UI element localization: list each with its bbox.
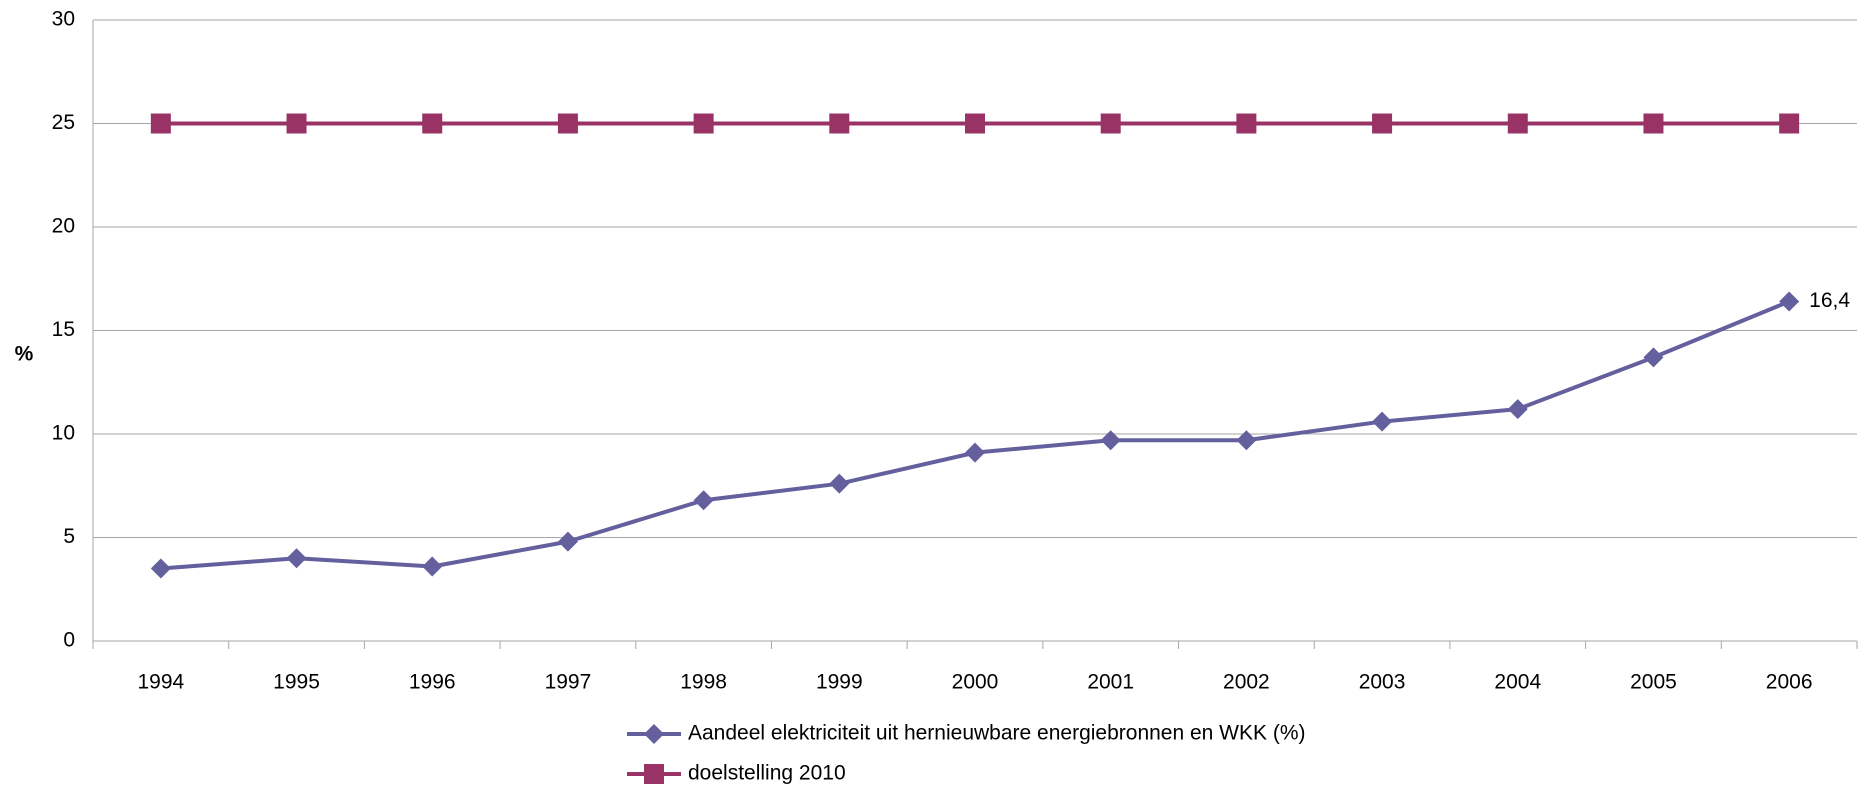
y-tick-label: 15 [52,318,75,341]
point [693,113,714,134]
x-tick-label: 1998 [680,671,727,694]
point [829,113,850,134]
y-tick-label: 5 [63,525,75,548]
point [829,473,850,494]
point [965,442,985,463]
point [1507,399,1528,420]
point [1643,113,1664,134]
y-tick-label: 0 [63,629,75,652]
point [693,490,714,511]
x-tick-label: 2002 [1223,671,1270,694]
x-tick-label: 2003 [1359,671,1406,694]
x-tick-label: 2001 [1087,671,1134,694]
point [422,556,443,577]
legend-label: Aandeel elektriciteit uit hernieuwbare e… [688,722,1306,745]
y-tick-label: 30 [52,8,75,31]
x-tick-label: 1997 [545,671,592,694]
legend-marker [644,724,664,744]
y-tick-label: 20 [52,215,75,238]
point [1372,411,1393,432]
x-tick-label: 1995 [273,671,320,694]
point [1779,291,1800,312]
point [1372,113,1393,134]
point [150,113,171,134]
data-label: 16,4 [1809,289,1850,312]
y-tick-label: 25 [52,111,75,134]
point [1236,113,1257,134]
series-line [160,299,1790,571]
x-tick-label: 1999 [816,671,863,694]
x-tick-label: 1994 [137,671,184,694]
point [1507,113,1528,134]
x-tick-label: 1996 [409,671,456,694]
x-tick-label: 2005 [1630,671,1677,694]
point [286,113,307,134]
point [150,558,171,579]
point [557,531,578,552]
point [1100,113,1121,134]
x-tick-label: 2004 [1494,671,1541,694]
legend-label: doelstelling 2010 [688,762,846,785]
point [965,113,985,134]
point [1779,113,1800,134]
point [557,113,578,134]
legend-marker [644,764,664,784]
x-tick-label: 2006 [1766,671,1813,694]
y-axis-label: % [15,343,34,366]
point [1100,430,1121,451]
point [1236,430,1257,451]
point [1643,347,1664,368]
y-tick-label: 10 [52,422,75,445]
point [286,548,307,569]
point [422,113,443,134]
x-tick-label: 2000 [952,671,999,694]
